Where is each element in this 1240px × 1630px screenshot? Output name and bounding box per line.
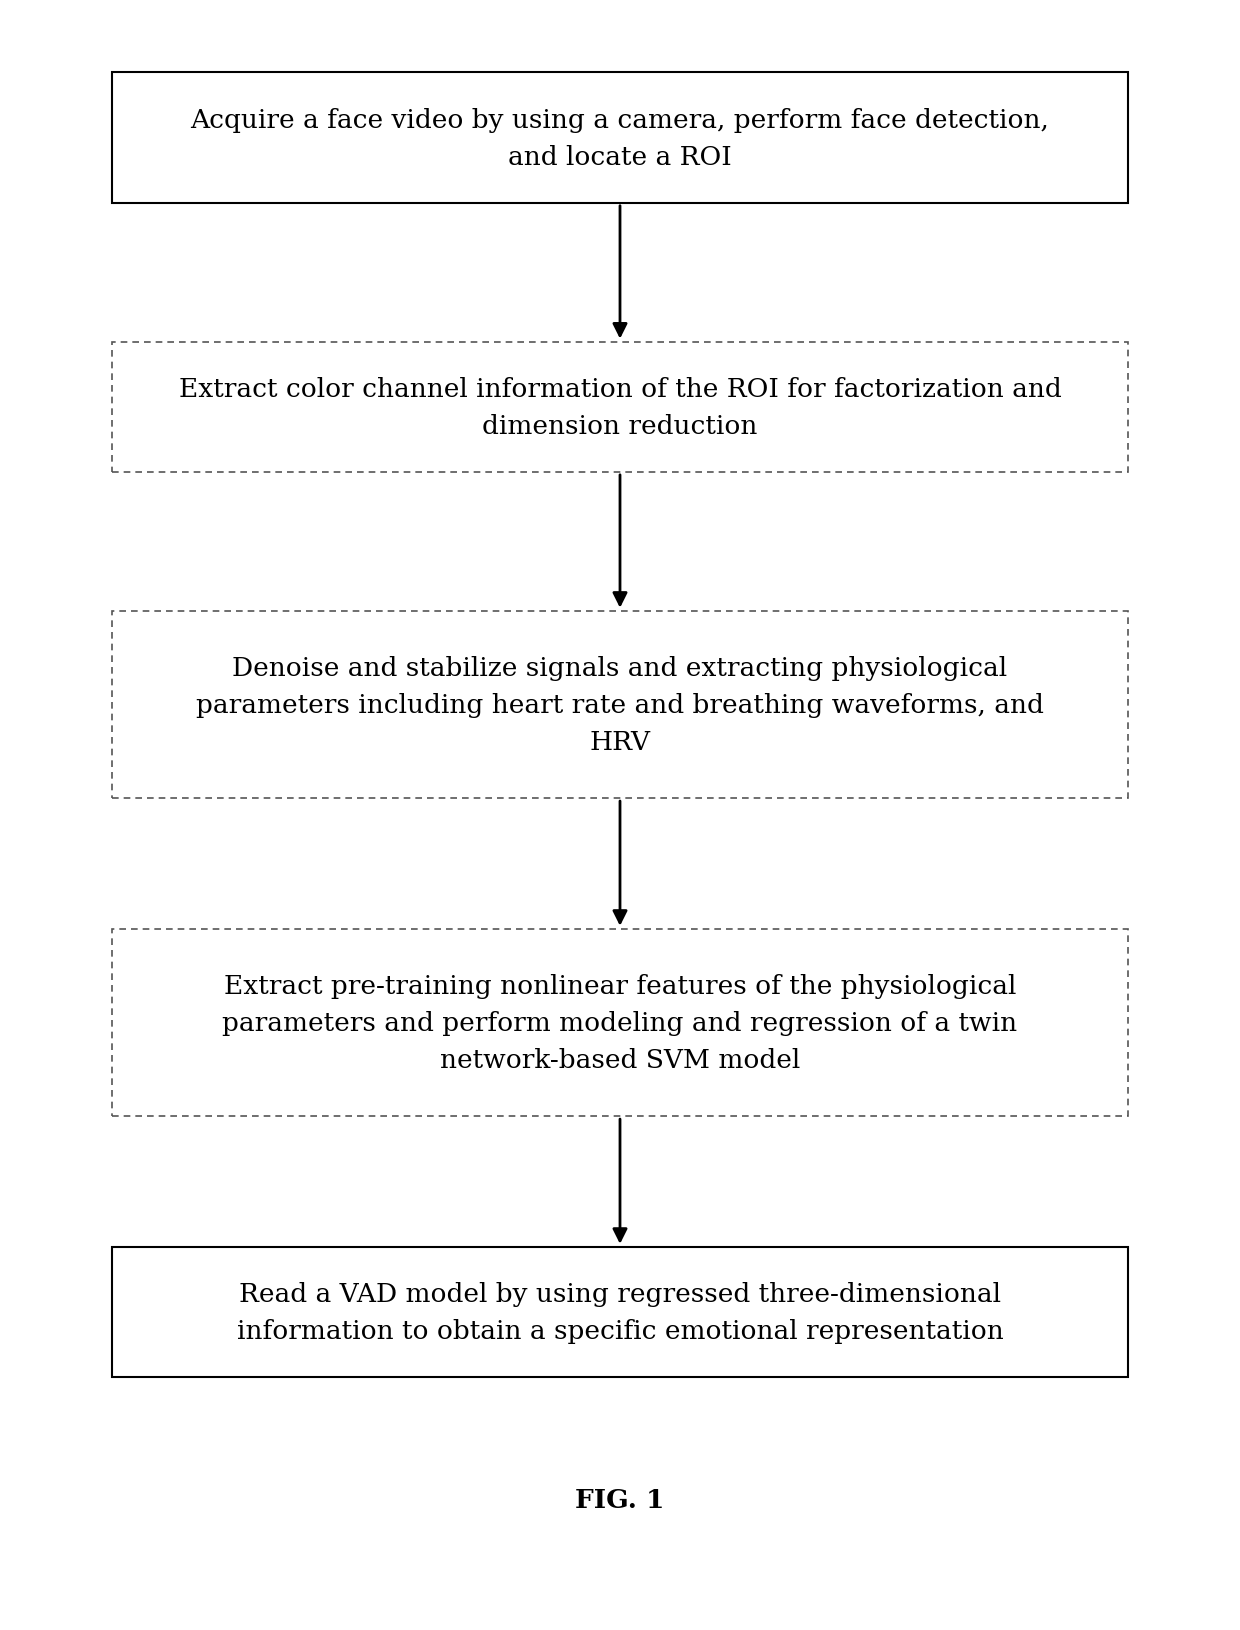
Text: Acquire a face video by using a camera, perform face detection,
and locate a ROI: Acquire a face video by using a camera, … xyxy=(191,108,1049,170)
Text: FIG. 1: FIG. 1 xyxy=(575,1487,665,1513)
Text: Denoise and stabilize signals and extracting physiological
parameters including : Denoise and stabilize signals and extrac… xyxy=(196,655,1044,755)
Text: Read a VAD model by using regressed three-dimensional
information to obtain a sp: Read a VAD model by using regressed thre… xyxy=(237,1281,1003,1343)
FancyBboxPatch shape xyxy=(112,929,1128,1117)
FancyBboxPatch shape xyxy=(112,73,1128,204)
Text: Extract color channel information of the ROI for factorization and
dimension red: Extract color channel information of the… xyxy=(179,377,1061,438)
Text: Extract pre-training nonlinear features of the physiological
parameters and perf: Extract pre-training nonlinear features … xyxy=(222,973,1018,1073)
FancyBboxPatch shape xyxy=(112,1247,1128,1377)
FancyBboxPatch shape xyxy=(112,342,1128,473)
FancyBboxPatch shape xyxy=(112,611,1128,799)
